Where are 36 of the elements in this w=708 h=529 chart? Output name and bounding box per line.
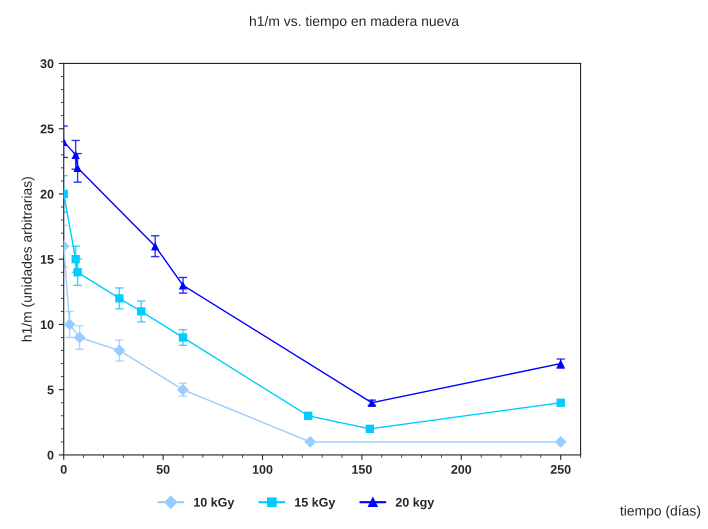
y-tick-label: 10	[40, 320, 54, 330]
legend-label: 10 kGy	[194, 498, 234, 510]
y-tick-label: 20	[40, 190, 54, 199]
x-tick-label: 150	[352, 464, 372, 474]
point	[71, 150, 80, 159]
y-tick-label: 25	[40, 124, 54, 134]
y-tick-label: 30	[40, 59, 54, 68]
legend-label: 15 kGy	[295, 498, 336, 510]
y-axis-title: h1/m (unidades arbitrarias)	[22, 177, 35, 342]
point	[64, 318, 76, 330]
point	[73, 268, 82, 276]
point	[178, 333, 188, 342]
point	[115, 294, 124, 303]
chart-title: h1/m vs. tiempo en madera nueva	[250, 16, 459, 29]
point	[304, 412, 312, 420]
point	[150, 242, 160, 250]
x-tick-label: 100	[252, 464, 272, 474]
y-tick-label: 5	[47, 386, 54, 394]
y-tick-label: 0	[48, 450, 54, 460]
point	[74, 332, 86, 344]
y-tick-label: 15	[40, 255, 54, 264]
point	[554, 436, 567, 448]
x-tick-label: 250	[550, 464, 571, 474]
point	[366, 424, 374, 434]
point	[113, 344, 126, 356]
legend-label: 20 kgy	[396, 498, 434, 510]
point	[73, 164, 82, 172]
point	[556, 398, 565, 407]
point	[137, 307, 146, 316]
x-axis-title: tiempo (días)	[620, 505, 700, 518]
x-tick-label: 50	[156, 464, 170, 474]
point	[71, 255, 80, 264]
x-tick-label: 0	[60, 464, 67, 474]
point	[178, 281, 188, 290]
point	[304, 436, 316, 448]
x-tick-label: 200	[451, 464, 472, 474]
